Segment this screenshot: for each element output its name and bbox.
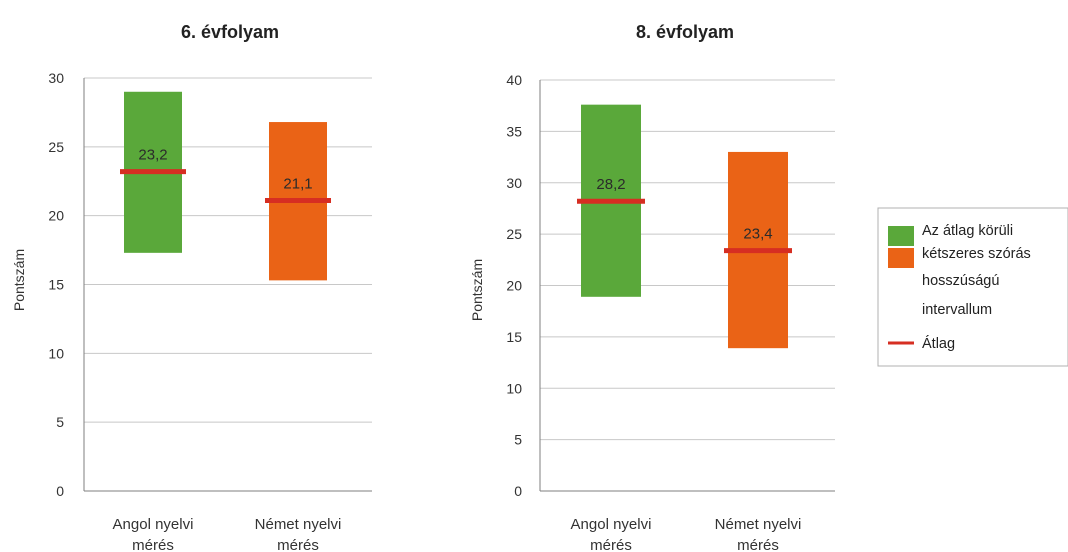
y-tick-label: 15 bbox=[506, 329, 522, 345]
y-axis-label: Pontszám bbox=[469, 259, 485, 321]
legend-mean-label: Átlag bbox=[922, 335, 955, 352]
y-tick-label: 10 bbox=[48, 345, 64, 361]
y-tick-label: 20 bbox=[506, 278, 522, 294]
legend-swatch-green bbox=[888, 226, 914, 246]
y-tick-label: 25 bbox=[48, 139, 64, 155]
y-tick-label: 5 bbox=[56, 414, 64, 430]
category-labels: Angol nyelvi mérés Német nyelvi mérés bbox=[571, 516, 802, 552]
y-tick-label: 30 bbox=[48, 70, 64, 86]
category-label-line: mérés bbox=[277, 537, 319, 552]
y-tick-label: 10 bbox=[506, 380, 522, 396]
legend-interval-line-1: Az átlag körüli bbox=[922, 223, 1013, 239]
y-tick-label: 0 bbox=[514, 483, 522, 499]
mean-value-labels: 23,2 21,1 bbox=[138, 147, 312, 193]
category-label-line: Német nyelvi bbox=[255, 516, 342, 533]
mean-lines bbox=[577, 198, 792, 254]
chart-8-evfolyam: 8. évfolyam Pontszám 0 5 10 15 20 25 30 35 40 28… bbox=[469, 22, 835, 552]
chart-title: 6. évfolyam bbox=[181, 22, 279, 42]
y-tick-labels: 0 5 10 15 20 25 30 bbox=[48, 70, 64, 499]
mean-value-labels: 28,2 23,4 bbox=[596, 176, 772, 242]
chart-title: 8. évfolyam bbox=[636, 22, 734, 42]
mean-value-label: 23,2 bbox=[138, 147, 167, 164]
legend-interval-line-2: kétszeres szórás bbox=[922, 246, 1031, 262]
y-tick-label: 35 bbox=[506, 123, 522, 139]
legend-swatch-orange bbox=[888, 248, 914, 268]
mean-value-label: 28,2 bbox=[596, 176, 625, 193]
category-labels: Angol nyelvi mérés Német nyelvi mérés bbox=[113, 516, 342, 552]
category-label-line: mérés bbox=[132, 537, 174, 552]
category-label-line: Angol nyelvi bbox=[113, 516, 194, 533]
chart-6-evfolyam: 6. évfolyam Pontszám 0 5 10 15 20 25 30 23,2 21… bbox=[11, 22, 372, 552]
category-label-line: mérés bbox=[737, 537, 779, 552]
legend: Az átlag körüli kétszeres szórás hosszús… bbox=[877, 207, 1068, 367]
mean-value-label: 21,1 bbox=[283, 176, 312, 193]
y-tick-label: 5 bbox=[514, 432, 522, 448]
y-axis-label: Pontszám bbox=[11, 249, 27, 311]
legend-interval-line-4: intervallum bbox=[922, 302, 992, 318]
y-tick-label: 40 bbox=[506, 72, 522, 88]
category-label-line: mérés bbox=[590, 537, 632, 552]
category-label-line: Angol nyelvi bbox=[571, 516, 652, 533]
y-tick-labels: 0 5 10 15 20 25 30 35 40 bbox=[506, 72, 522, 499]
y-tick-label: 20 bbox=[48, 208, 64, 224]
y-tick-label: 25 bbox=[506, 226, 522, 242]
y-tick-label: 30 bbox=[506, 175, 522, 191]
y-tick-label: 0 bbox=[56, 483, 64, 499]
category-label-line: Német nyelvi bbox=[715, 516, 802, 533]
legend-interval-line-3: hosszúságú bbox=[922, 273, 999, 289]
mean-lines bbox=[120, 169, 331, 204]
y-tick-label: 15 bbox=[48, 277, 64, 293]
mean-value-label: 23,4 bbox=[743, 226, 772, 243]
